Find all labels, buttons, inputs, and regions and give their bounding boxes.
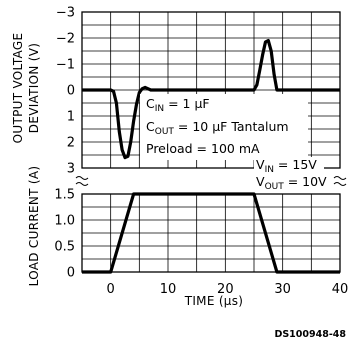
top-y-axis-title-line1: OUTPUT VOLTAGE — [11, 33, 25, 144]
bottom-y-axis-title: LOAD CURRENT (A) — [27, 166, 41, 287]
series-layer — [82, 39, 340, 274]
y-tick-label: 1.0 — [54, 214, 75, 229]
annotation-vin: VIN = 15V — [256, 157, 317, 175]
bottom-y-tick-labels: 0 0.5 1.0 1.5 — [54, 188, 75, 281]
annotation-cin: CIN = 1 μF — [146, 96, 210, 114]
x-tick-label: 10 — [160, 282, 177, 297]
y-tick-label: 1.5 — [54, 188, 75, 203]
annotation-vout: VOUT = 10V — [256, 174, 327, 192]
axis-break-mark — [333, 176, 347, 180]
y-tick-label: 0.5 — [54, 240, 75, 255]
axis-break-mask — [76, 175, 88, 187]
axis-break-mark — [333, 182, 347, 186]
series-line-load-current — [82, 192, 340, 274]
axis-break-mask — [334, 175, 346, 187]
y-tick-label: 2 — [67, 136, 75, 151]
annotation-cout: COUT = 10 μF Tantalum — [146, 119, 289, 137]
y-tick-label: −3 — [56, 6, 75, 21]
y-tick-label: −1 — [56, 58, 75, 73]
axis-break-marks — [75, 175, 347, 187]
x-tick-label: 0 — [107, 282, 115, 297]
y-tick-label: 1 — [67, 110, 75, 125]
y-tick-label: 3 — [67, 162, 75, 177]
x-axis-title: TIME (μs) — [184, 294, 244, 308]
series-line-output-voltage-deviation — [82, 39, 340, 160]
axis-break-mark — [75, 176, 89, 180]
figure-id: DS100948-48 — [274, 329, 346, 340]
y-tick-label: 0 — [67, 266, 75, 281]
y-tick-label: 0 — [67, 84, 75, 99]
annotation-backdrop — [140, 94, 308, 160]
annotation-preload: Preload = 100 mA — [146, 141, 260, 156]
top-y-axis-title-line2: DEVIATION (V) — [27, 43, 41, 133]
annotation-backdrop-v — [254, 157, 324, 189]
top-y-tick-labels: 3 2 1 0 −1 −2 −3 — [56, 6, 75, 177]
x-tick-label: 20 — [217, 282, 234, 297]
axis-break-mark — [75, 182, 89, 186]
x-tick-labels: 0 10 20 30 40 — [107, 282, 348, 297]
y-tick-label: −2 — [56, 32, 75, 47]
x-tick-label: 40 — [332, 282, 348, 297]
x-tick-label: 30 — [274, 282, 291, 297]
